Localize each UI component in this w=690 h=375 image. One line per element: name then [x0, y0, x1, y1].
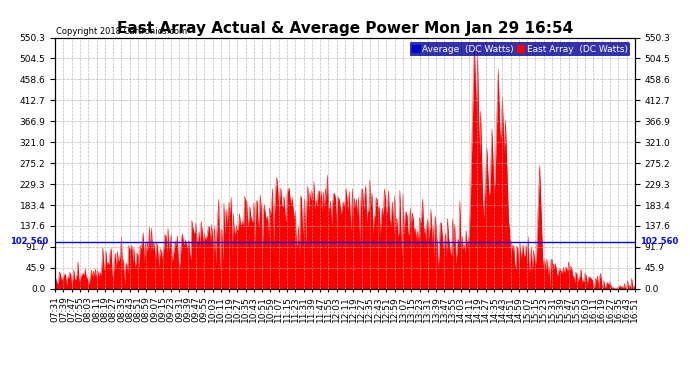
Text: Copyright 2018 Cartronics.com: Copyright 2018 Cartronics.com: [57, 27, 188, 36]
Text: 102.560: 102.560: [10, 237, 48, 246]
Text: 102.560: 102.560: [640, 237, 678, 246]
Legend: Average  (DC Watts), East Array  (DC Watts): Average (DC Watts), East Array (DC Watts…: [410, 42, 630, 56]
Title: East Array Actual & Average Power Mon Jan 29 16:54: East Array Actual & Average Power Mon Ja…: [117, 21, 573, 36]
